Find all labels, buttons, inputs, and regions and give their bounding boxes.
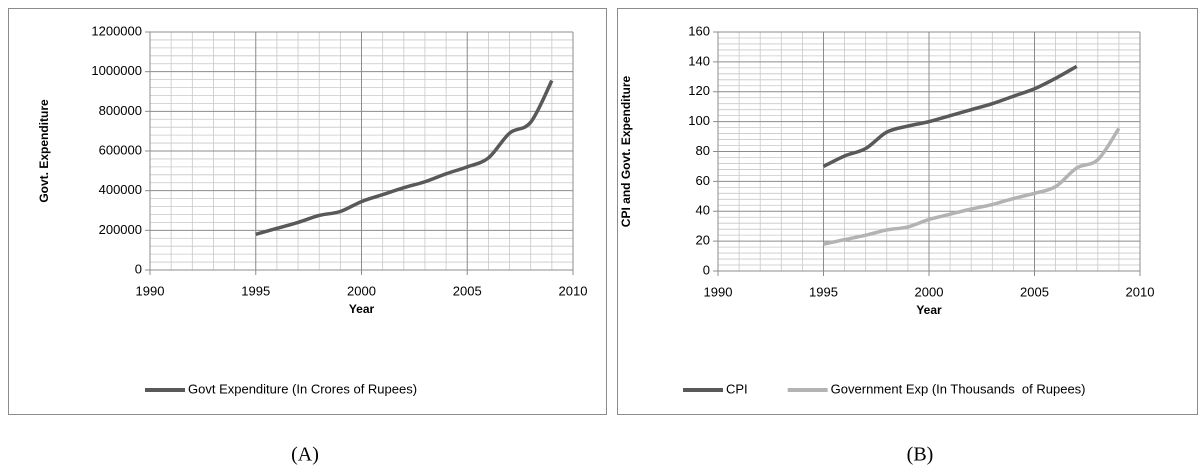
x-tick-label: 1990 bbox=[704, 284, 733, 299]
y-tick-label: 0 bbox=[703, 262, 710, 277]
x-axis-title: Year bbox=[916, 303, 942, 317]
x-tick-label: 1990 bbox=[136, 283, 165, 298]
y-tick-label: 100 bbox=[688, 113, 710, 128]
data-line bbox=[823, 127, 1121, 246]
panel-label: (A) bbox=[291, 444, 319, 466]
data-line bbox=[255, 79, 554, 236]
x-tick-label: 2010 bbox=[1126, 284, 1155, 299]
y-tick-label: 60 bbox=[696, 173, 710, 188]
panel-frame bbox=[8, 8, 607, 415]
y-tick-label: 800000 bbox=[99, 103, 142, 118]
y-tick-label: 600000 bbox=[99, 142, 142, 157]
data-line bbox=[822, 64, 1078, 169]
y-axis-title: CPI and Govt. Expenditure bbox=[619, 76, 633, 228]
legend-label: Government Exp (In Thousands of Rupees) bbox=[831, 381, 1086, 396]
x-tick-label: 2010 bbox=[559, 283, 588, 298]
x-tick-label: 1995 bbox=[809, 284, 838, 299]
x-tick-label: 2000 bbox=[915, 284, 944, 299]
y-tick-label: 1200000 bbox=[91, 23, 142, 38]
y-tick-label: 40 bbox=[696, 203, 710, 218]
y-tick-label: 200000 bbox=[99, 222, 142, 237]
y-axis-title: Govt. Expenditure bbox=[37, 99, 51, 203]
legend-label: Govt Expenditure (In Crores of Rupees) bbox=[188, 381, 417, 396]
panel-label: (B) bbox=[907, 444, 934, 466]
y-tick-label: 20 bbox=[696, 233, 710, 248]
legend-label: CPI bbox=[726, 381, 748, 396]
x-tick-label: 2005 bbox=[453, 283, 482, 298]
y-tick-label: 120 bbox=[688, 83, 710, 98]
y-tick-label: 160 bbox=[688, 23, 710, 38]
y-tick-label: 1000000 bbox=[91, 63, 142, 78]
y-tick-label: 140 bbox=[688, 53, 710, 68]
y-tick-label: 400000 bbox=[99, 182, 142, 197]
y-tick-label: 80 bbox=[696, 143, 710, 158]
x-tick-label: 2005 bbox=[1020, 284, 1049, 299]
y-tick-label: 0 bbox=[135, 261, 142, 276]
x-tick-label: 1995 bbox=[241, 283, 270, 298]
x-tick-label: 2000 bbox=[347, 283, 376, 298]
x-axis-title: Year bbox=[349, 302, 375, 316]
